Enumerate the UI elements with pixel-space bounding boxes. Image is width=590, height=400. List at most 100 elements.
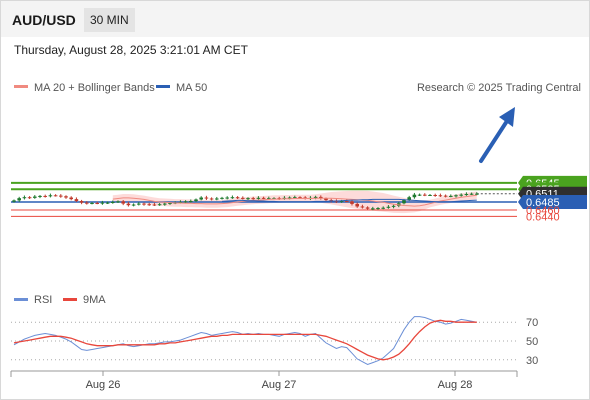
candle-body — [459, 194, 463, 196]
candle-body — [371, 208, 375, 210]
candle-body — [79, 201, 84, 203]
candle-body — [116, 201, 120, 203]
currency-pair-title: AUD/USD — [12, 12, 76, 28]
candle-body — [454, 195, 458, 197]
candle-body — [334, 201, 339, 203]
candle-body — [402, 200, 406, 204]
candle-body — [27, 197, 32, 199]
candle-body — [168, 202, 172, 204]
candle-body — [469, 193, 474, 195]
rsi-grid: 70 50 30 — [11, 317, 538, 367]
candle-body — [105, 202, 110, 204]
candle-body — [69, 197, 73, 200]
candle-body — [111, 202, 115, 203]
ma20-line — [112, 194, 477, 207]
x-axis-label: Aug 28 — [438, 379, 473, 391]
candle-body — [391, 205, 396, 207]
candle-body — [464, 194, 469, 196]
x-axis-label: Aug 26 — [86, 379, 121, 391]
candle-body — [209, 198, 214, 200]
candle-body — [126, 203, 131, 206]
rsi-level-label: 70 — [526, 317, 538, 329]
rsi-panel — [13, 316, 477, 366]
candle-body — [313, 196, 318, 198]
candle-body — [241, 197, 245, 199]
ma50-line — [221, 198, 477, 203]
candle-body — [100, 202, 105, 204]
candle-body — [298, 197, 302, 199]
price-label-support: 0.6440 — [526, 211, 560, 223]
ma20-legend-label: MA 20 + Bollinger Bands — [34, 82, 155, 94]
rsi-ma-line — [13, 319, 477, 361]
candle-body — [17, 198, 21, 201]
ma50-legend-swatch — [156, 85, 170, 88]
candle-body — [194, 199, 198, 202]
candle-body — [449, 195, 453, 197]
candle-body — [12, 200, 16, 202]
candle-body — [267, 198, 271, 200]
candles — [12, 192, 479, 211]
candle-body — [350, 201, 354, 204]
candle-body — [225, 197, 229, 199]
candle-body — [438, 195, 443, 197]
timestamp: Thursday, August 28, 2025 3:21:01 AM CET — [14, 43, 248, 57]
candle-body — [412, 194, 417, 198]
candle-body — [251, 198, 255, 200]
candle-body — [339, 201, 344, 203]
timeframe-button[interactable]: 30 MIN — [84, 8, 135, 32]
candle-body — [163, 203, 167, 205]
moving-averages — [112, 194, 477, 207]
candle-body — [417, 194, 422, 196]
candle-body — [355, 203, 359, 207]
candle-body — [345, 201, 349, 203]
candle-body — [74, 199, 79, 202]
candle-body — [43, 195, 47, 197]
candle-body — [433, 194, 437, 196]
candle-body — [215, 198, 219, 200]
projection-arrow — [479, 107, 515, 163]
candle-body — [475, 193, 479, 195]
candle-body — [33, 196, 37, 198]
credit-text: Research © 2025 Trading Central — [417, 82, 581, 94]
chart-header: AUD/USD 30 MIN — [1, 1, 589, 37]
price-label-tag — [518, 195, 587, 209]
candle-body — [152, 204, 157, 206]
candle-body — [38, 195, 42, 197]
candle-body — [59, 195, 63, 197]
candle-body — [204, 197, 209, 199]
candle-body — [287, 197, 292, 199]
candle-body — [381, 207, 385, 209]
candle-body — [147, 204, 151, 206]
candle-body — [90, 202, 94, 204]
x-axis-labels: Aug 26 Aug 27 Aug 28 — [86, 371, 473, 391]
rsi-level-label: 50 — [526, 336, 538, 348]
candle-body — [230, 197, 235, 199]
candle-body — [319, 196, 323, 199]
candle-body — [199, 197, 203, 200]
candle-body — [256, 197, 261, 199]
candle-body — [246, 198, 250, 200]
candle-body — [189, 201, 193, 203]
candle-body — [360, 206, 365, 208]
rsi-level-label: 30 — [526, 355, 538, 367]
candle-body — [407, 197, 411, 201]
candle-body — [428, 194, 432, 196]
candle-body — [85, 202, 89, 204]
candle-body — [365, 207, 370, 209]
x-axis-label: Aug 27 — [262, 379, 297, 391]
candle-body — [142, 203, 146, 205]
candle-body — [293, 197, 297, 199]
candle-body — [443, 195, 448, 197]
candle-body — [376, 208, 380, 210]
candle-body — [423, 194, 427, 196]
candle-body — [95, 202, 99, 204]
candle-body — [137, 203, 141, 205]
candle-body — [183, 201, 188, 203]
price-label-support: 0.6460 — [526, 205, 560, 217]
candle-body — [121, 201, 125, 204]
price-label-pivot: 0.6485 — [526, 197, 560, 209]
candle-body — [157, 204, 162, 206]
